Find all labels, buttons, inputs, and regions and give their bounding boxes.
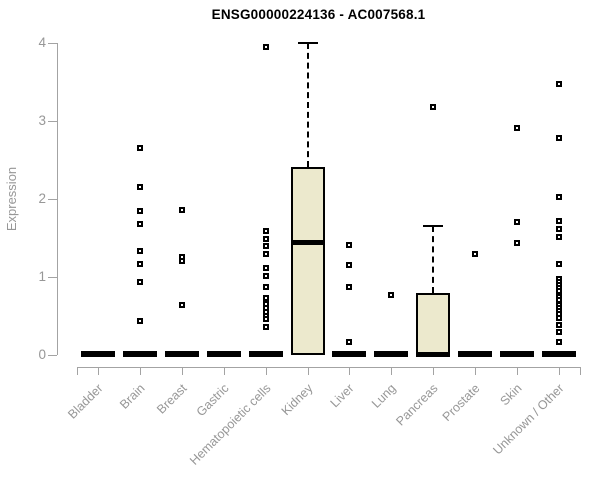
x-axis-tick [475, 367, 476, 375]
x-axis-tick [517, 367, 518, 375]
x-axis-tick [559, 367, 560, 375]
collapsed-box [207, 351, 241, 357]
outlier-point [556, 322, 562, 329]
x-axis-tick [308, 367, 309, 375]
outlier-point [179, 206, 185, 213]
x-axis-end-tick [77, 367, 78, 375]
x-axis-tick [266, 367, 267, 375]
collapsed-box [249, 351, 283, 357]
whisker-cap [298, 42, 318, 44]
y-axis-tick [48, 43, 57, 44]
box-rect [416, 292, 450, 355]
outlier-point [137, 220, 143, 227]
median-line [291, 239, 325, 245]
median-line [416, 352, 450, 357]
outlier-point [346, 284, 352, 291]
collapsed-box [81, 351, 115, 357]
outlier-point [388, 291, 394, 298]
outlier-point [263, 273, 269, 280]
collapsed-box [500, 351, 534, 357]
outlier-point [514, 219, 520, 226]
outlier-point [556, 80, 562, 87]
outlier-point [556, 193, 562, 200]
x-axis-tick [182, 367, 183, 375]
outlier-point [179, 302, 185, 309]
whisker-line [432, 225, 434, 293]
outlier-point [263, 265, 269, 272]
x-axis-tick [433, 367, 434, 375]
outlier-point [263, 250, 269, 257]
y-tick-label: 2 [38, 191, 46, 206]
outlier-point [514, 240, 520, 247]
outlier-point [137, 260, 143, 267]
y-axis-tick [48, 121, 57, 122]
chart-title: ENSG00000224136 - AC007568.1 [211, 7, 426, 22]
outlier-point [263, 235, 269, 242]
collapsed-box [123, 351, 157, 357]
outlier-point [179, 257, 185, 264]
box-rect [291, 167, 325, 355]
outlier-point [430, 103, 436, 110]
collapsed-box [374, 351, 408, 357]
x-axis-tick [391, 367, 392, 375]
outlier-point [263, 242, 269, 249]
y-axis-line [57, 43, 58, 355]
outlier-point [556, 217, 562, 224]
outlier-point [346, 242, 352, 249]
y-axis-tick [48, 277, 57, 278]
outlier-point [263, 316, 269, 323]
outlier-point [472, 250, 478, 257]
x-axis-line [77, 367, 581, 368]
outlier-point [137, 145, 143, 152]
outlier-point [556, 329, 562, 336]
outlier-point [556, 314, 562, 321]
outlier-point [514, 125, 520, 132]
x-axis-end-tick [580, 367, 581, 375]
whisker-line [307, 43, 309, 168]
outlier-point [137, 317, 143, 324]
y-axis-tick [48, 355, 57, 356]
x-axis-tick [140, 367, 141, 375]
outlier-point [263, 227, 269, 234]
x-axis-tick [349, 367, 350, 375]
outlier-point [137, 248, 143, 255]
outlier-point [556, 234, 562, 241]
outlier-point [137, 207, 143, 214]
outlier-point [556, 288, 562, 295]
outlier-point [346, 338, 352, 345]
outlier-point [263, 43, 269, 50]
whisker-cap [423, 224, 443, 227]
y-tick-label: 1 [38, 269, 46, 284]
outlier-point [556, 135, 562, 142]
outlier-point [346, 262, 352, 269]
outlier-point [556, 260, 562, 267]
x-axis-tick [98, 367, 99, 375]
collapsed-box [458, 351, 492, 357]
outlier-point [263, 295, 269, 302]
y-tick-label: 0 [38, 347, 46, 362]
x-axis-tick [224, 367, 225, 375]
collapsed-box [332, 351, 366, 357]
outlier-point [263, 323, 269, 330]
outlier-point [263, 284, 269, 291]
outlier-point [137, 184, 143, 191]
outlier-point [556, 338, 562, 345]
collapsed-box [542, 351, 576, 357]
outlier-point [137, 278, 143, 285]
collapsed-box [165, 351, 199, 357]
y-tick-label: 3 [38, 113, 46, 128]
y-axis-tick [48, 199, 57, 200]
outlier-point [556, 225, 562, 232]
y-tick-label: 4 [38, 35, 46, 50]
outlier-point [556, 296, 562, 303]
